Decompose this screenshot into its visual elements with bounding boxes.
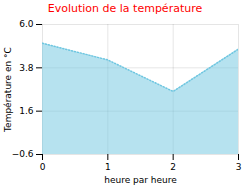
svg-text:Température en °C: Température en °C	[3, 47, 13, 133]
svg-text:1.6: 1.6	[19, 106, 34, 116]
svg-text:0: 0	[40, 162, 46, 172]
html-text:Evolution de la température: Evolution de la température	[47, 2, 203, 15]
svg-text:−0.6: −0.6	[12, 149, 34, 159]
svg-text:6.0: 6.0	[19, 19, 34, 29]
svg-text:heure par heure: heure par heure	[104, 175, 177, 185]
svg-text:2: 2	[170, 162, 176, 172]
svg-text:1: 1	[105, 162, 111, 172]
svg-text:3.8: 3.8	[19, 63, 34, 73]
svg-text:3: 3	[236, 162, 242, 172]
